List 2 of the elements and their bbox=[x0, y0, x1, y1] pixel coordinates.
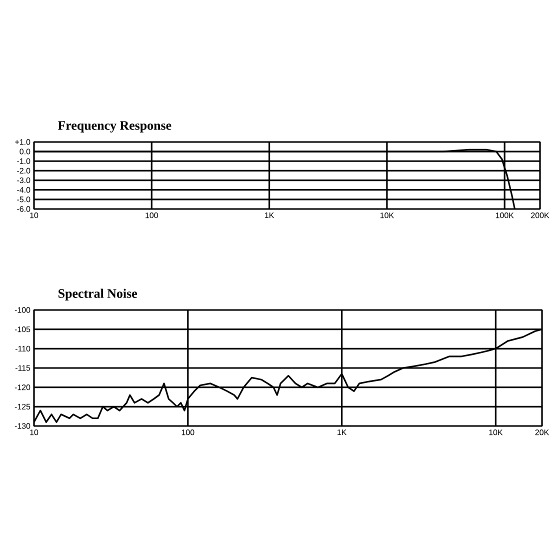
chart-title: Frequency Response bbox=[58, 121, 172, 132]
chart-title: Spectral Noise bbox=[58, 288, 137, 300]
